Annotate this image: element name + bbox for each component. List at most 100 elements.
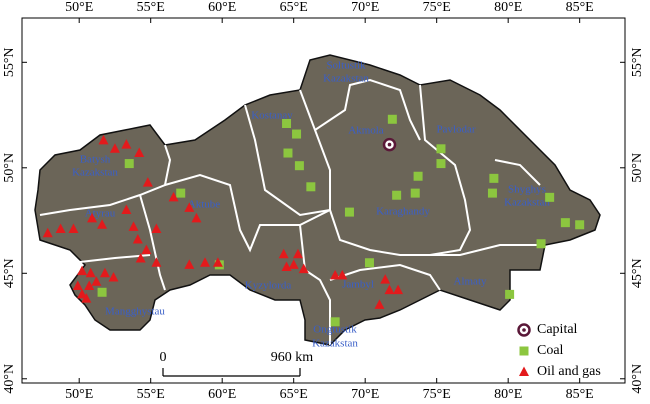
y-tick-label: 45°N bbox=[2, 258, 17, 288]
x-tick-label: 80°E bbox=[494, 0, 522, 15]
oil-gas-marker bbox=[68, 223, 79, 233]
region-label: Almaty bbox=[454, 276, 487, 288]
coal-marker bbox=[283, 148, 293, 158]
legend-label: Oil and gas bbox=[537, 364, 601, 379]
oil-gas-marker bbox=[87, 212, 98, 223]
region-label: Kazakstan bbox=[323, 73, 369, 85]
region-label: Mangghystau bbox=[105, 306, 165, 318]
y-tick-label: 55°N bbox=[630, 47, 645, 77]
coal-marker bbox=[413, 171, 423, 181]
oil-gas-marker bbox=[77, 288, 88, 299]
region-label: Kazakstan bbox=[312, 338, 358, 350]
region-label: Atyrau bbox=[85, 208, 116, 220]
coal-marker bbox=[575, 220, 585, 230]
region-label: Ongtustik bbox=[313, 324, 357, 336]
oil-gas-marker bbox=[337, 269, 348, 280]
x-tick-label: 50°E bbox=[65, 387, 93, 402]
coal-marker bbox=[436, 159, 446, 169]
x-tick-label: 70°E bbox=[351, 0, 379, 15]
oil-gas-marker bbox=[151, 257, 162, 267]
x-tick-label: 80°E bbox=[494, 387, 522, 402]
coal-marker bbox=[344, 207, 354, 217]
oil-gas-marker bbox=[135, 253, 146, 263]
oil-gas-marker bbox=[292, 248, 303, 259]
oil-gas-marker bbox=[72, 280, 83, 290]
coal-marker bbox=[487, 188, 497, 198]
x-tick-label: 85°E bbox=[566, 0, 594, 15]
oil-gas-marker bbox=[134, 147, 145, 158]
oil-gas-marker bbox=[374, 299, 385, 309]
y-tick-label: 55°N bbox=[2, 47, 17, 77]
y-tick-label: 40°N bbox=[630, 364, 645, 394]
oil-gas-marker bbox=[393, 284, 404, 295]
oil-gas-marker bbox=[91, 276, 102, 286]
oil-gas-marker bbox=[384, 284, 395, 295]
region-borders bbox=[39, 78, 545, 345]
oil-gas-marker bbox=[142, 177, 153, 187]
coal-marker bbox=[489, 173, 499, 183]
x-tick-label: 70°E bbox=[351, 387, 379, 402]
oil-gas-marker bbox=[81, 293, 92, 303]
x-tick-label: 60°E bbox=[208, 387, 236, 402]
region-label: Akmola bbox=[348, 125, 384, 137]
legend-symbol bbox=[519, 346, 529, 356]
legend-symbol bbox=[522, 328, 526, 332]
coal-marker bbox=[294, 161, 304, 171]
country-area bbox=[34, 54, 601, 346]
coal-marker bbox=[330, 317, 340, 327]
oil-gas-marker bbox=[99, 267, 110, 278]
region-label: Pavlodar bbox=[436, 124, 475, 136]
oil-gas-marker bbox=[85, 267, 96, 278]
coal-marker bbox=[545, 192, 555, 202]
oil-gas-marker bbox=[121, 204, 132, 214]
oil-gas-marker bbox=[281, 261, 292, 271]
region-label: Aktube bbox=[188, 199, 221, 211]
oil-gas-marker bbox=[128, 221, 139, 231]
oil-gas-marker bbox=[191, 212, 202, 223]
oil-gas-marker bbox=[109, 143, 120, 153]
x-tick-label: 55°E bbox=[137, 387, 165, 402]
region-label: Soltustik bbox=[326, 60, 366, 72]
region-label: Kyzylorda bbox=[245, 280, 292, 292]
oil-gas-marker bbox=[184, 259, 195, 269]
oil-gas-marker bbox=[121, 139, 132, 149]
coal-marker bbox=[560, 218, 570, 228]
coal-marker bbox=[306, 182, 316, 192]
region-label: Batysh bbox=[80, 154, 111, 166]
x-tick-label: 65°E bbox=[280, 0, 308, 15]
region-label: Kazakstan bbox=[72, 167, 118, 179]
y-tick-label: 50°N bbox=[630, 153, 645, 183]
oil-gas-marker bbox=[298, 263, 309, 274]
y-tick-label: 50°N bbox=[2, 153, 17, 183]
legend-label: Coal bbox=[537, 343, 564, 358]
oil-gas-marker bbox=[200, 257, 211, 267]
oil-gas-marker bbox=[151, 223, 162, 233]
oil-gas-marker bbox=[184, 202, 195, 212]
y-tick-label: 45°N bbox=[630, 258, 645, 288]
oil-gas-marker bbox=[330, 269, 341, 280]
x-tick-label: 60°E bbox=[208, 0, 236, 15]
y-tick-label: 40°N bbox=[2, 364, 17, 394]
x-tick-label: 50°E bbox=[65, 0, 93, 15]
coal-marker bbox=[282, 118, 292, 128]
region-label: Karaghandy bbox=[376, 206, 430, 218]
legend-label: Capital bbox=[537, 322, 578, 337]
region-label: Kostanay bbox=[251, 110, 293, 122]
oil-gas-marker bbox=[108, 272, 119, 282]
scale-label: 960 km bbox=[271, 350, 314, 365]
oil-gas-marker bbox=[380, 274, 391, 284]
coal-marker bbox=[124, 159, 134, 169]
capital-marker-dot bbox=[387, 142, 392, 147]
coal-marker bbox=[392, 190, 402, 200]
scale-label: 0 bbox=[160, 350, 167, 365]
coal-marker bbox=[292, 129, 302, 139]
oil-gas-marker bbox=[84, 280, 95, 290]
coal-marker bbox=[536, 239, 546, 249]
x-tick-label: 55°E bbox=[137, 0, 165, 15]
oil-gas-marker bbox=[212, 257, 223, 267]
oil-gas-marker bbox=[42, 227, 53, 238]
coal-marker bbox=[505, 289, 515, 299]
oil-gas-marker bbox=[288, 259, 299, 269]
region-label: Jambyl bbox=[342, 279, 374, 291]
